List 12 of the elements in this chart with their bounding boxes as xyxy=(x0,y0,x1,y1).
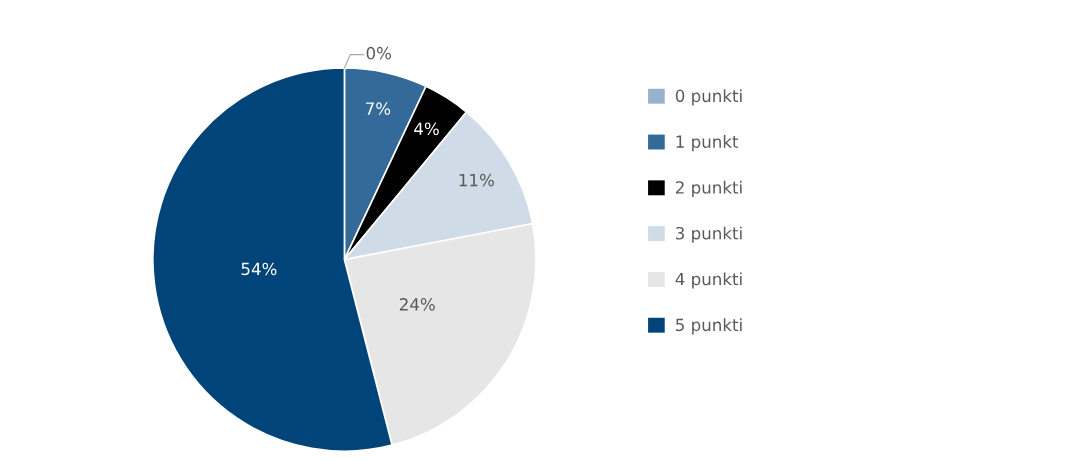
legend-label: 3 punkti xyxy=(676,226,742,243)
legend-label: 4 punkti xyxy=(675,272,742,289)
legend-label: 2 punkti xyxy=(675,180,742,197)
data-label: 11% xyxy=(459,173,494,187)
data-label: 7% xyxy=(366,102,391,115)
legend-label: 5 punkti xyxy=(676,318,742,335)
legend-label: 0 punkti xyxy=(675,89,742,106)
data-label: 54% xyxy=(241,262,277,276)
data-label: 4% xyxy=(414,122,439,136)
text: 0% xyxy=(366,46,392,60)
data-label: 24% xyxy=(399,298,435,311)
legend-label: 1 punkt xyxy=(676,135,739,152)
